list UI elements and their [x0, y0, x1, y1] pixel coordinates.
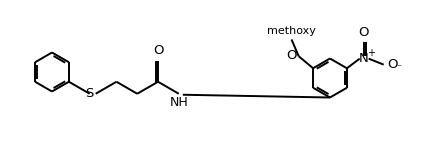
Text: S: S	[86, 87, 94, 100]
Text: methoxy: methoxy	[267, 26, 316, 36]
Text: O: O	[153, 44, 163, 57]
Text: O: O	[286, 49, 297, 62]
Text: O: O	[388, 58, 398, 71]
Text: ⁻: ⁻	[397, 64, 402, 74]
Text: +: +	[367, 48, 375, 58]
Text: NH: NH	[169, 96, 188, 109]
Text: O: O	[359, 26, 369, 39]
Text: N: N	[359, 52, 368, 65]
